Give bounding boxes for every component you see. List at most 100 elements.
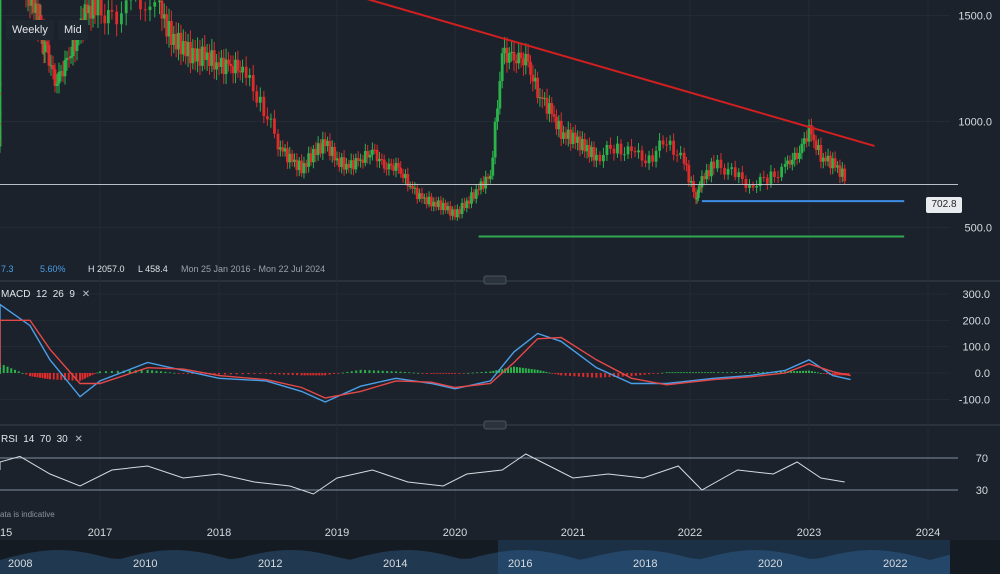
- price-type-button[interactable]: Mid: [58, 20, 88, 40]
- macd-histogram-bar: [337, 373, 340, 374]
- macd-histogram-bar: [390, 371, 393, 373]
- candle-body: [345, 163, 348, 170]
- candle-body: [661, 140, 665, 145]
- macd-histogram-bar: [527, 368, 530, 373]
- macd-histogram-bar: [395, 371, 397, 373]
- candle-body: [654, 150, 658, 162]
- candle-body: [479, 181, 483, 190]
- macd-histogram-bar: [241, 373, 244, 375]
- info-high: H 2057.0: [88, 264, 125, 274]
- candle-body: [484, 176, 488, 189]
- candle-body: [361, 159, 365, 163]
- candle-body: [288, 153, 292, 163]
- candle-body: [522, 58, 525, 66]
- macd-histogram-bar: [515, 367, 518, 373]
- macd-histogram-bar: [110, 371, 113, 373]
- candle-body: [415, 187, 419, 200]
- candle-body: [712, 161, 716, 169]
- candle-body: [723, 168, 726, 175]
- candle-body: [0, 105, 2, 117]
- macd-histogram-bar: [847, 373, 850, 376]
- candle-body: [385, 168, 388, 170]
- candle-body: [698, 186, 701, 190]
- macd-histogram-bar: [341, 372, 344, 374]
- candle-body: [49, 65, 53, 67]
- candle-body: [262, 96, 266, 117]
- candle-body: [562, 132, 565, 139]
- macd-histogram-bar: [498, 369, 501, 373]
- macd-histogram-bar: [94, 373, 96, 374]
- macd-histogram-bar: [79, 373, 81, 381]
- macd-histogram-bar: [836, 373, 839, 376]
- candle-body: [458, 209, 462, 214]
- candle-body: [755, 186, 759, 188]
- candle-body: [85, 4, 89, 14]
- macd-histogram-bar: [542, 371, 545, 373]
- macd-histogram-bar: [656, 373, 659, 374]
- candle-body: [396, 162, 400, 168]
- candle-body: [73, 38, 77, 52]
- info-value-2: 5.60%: [40, 264, 66, 274]
- candle-body: [238, 71, 242, 73]
- macd-histogram-bar: [536, 369, 539, 373]
- candle-body: [619, 143, 623, 155]
- candle-body: [371, 149, 374, 155]
- macd-histogram-bar: [164, 371, 167, 373]
- candle-body: [59, 71, 63, 73]
- candle-body: [817, 144, 820, 151]
- x-tick-label: 2017: [88, 527, 112, 539]
- candle-body: [637, 150, 640, 153]
- rsi-y-tick-label: 30: [976, 485, 988, 497]
- macd-param-2: 26: [52, 289, 64, 300]
- candle-body: [726, 168, 730, 175]
- candle-body: [158, 0, 161, 3]
- macd-close-icon[interactable]: ✕: [81, 289, 91, 300]
- macd-histogram-bar: [643, 373, 646, 375]
- rsi-close-icon[interactable]: ✕: [74, 434, 83, 445]
- candle-body: [776, 177, 780, 179]
- candle-body: [380, 158, 384, 160]
- candle-body: [510, 51, 514, 53]
- candle-body: [710, 161, 713, 177]
- macd-histogram-bar: [706, 372, 709, 374]
- candle-body: [167, 21, 171, 37]
- candle-body: [139, 0, 142, 10]
- macd-histogram-bar: [451, 373, 454, 374]
- candle-body: [43, 41, 47, 52]
- candle-body: [477, 189, 480, 191]
- candle-body: [465, 200, 469, 209]
- macd-histogram-bar: [368, 370, 371, 373]
- macd-histogram-bar: [81, 373, 84, 380]
- macd-histogram-bar: [819, 373, 822, 374]
- candle-body: [795, 152, 799, 159]
- y-tick-label: 1500.0: [958, 10, 992, 22]
- candle-body: [0, 53, 2, 57]
- macd-histogram-bar: [586, 373, 589, 378]
- candle-body: [255, 91, 259, 103]
- macd-histogram-bar: [813, 371, 816, 373]
- candle-body: [42, 28, 46, 52]
- x-tick-label: 2024: [916, 527, 940, 539]
- candle-body: [786, 160, 789, 165]
- candle-body: [337, 158, 341, 168]
- macd-histogram-bar: [403, 372, 406, 373]
- macd-histogram-bar: [173, 372, 176, 374]
- interval-button[interactable]: Weekly: [6, 20, 54, 40]
- macd-histogram-bar: [412, 372, 415, 374]
- x-tick-label: 2015: [0, 527, 12, 539]
- candle-body: [430, 196, 433, 207]
- macd-histogram-bar: [495, 370, 498, 373]
- candle-body: [507, 52, 511, 63]
- navigator-selection: [498, 540, 950, 574]
- macd-histogram-bar: [683, 372, 686, 374]
- candle-body: [0, 81, 2, 98]
- macd-histogram-bar: [309, 373, 312, 376]
- candle-body: [55, 83, 59, 86]
- macd-histogram-bar: [677, 372, 680, 374]
- macd-histogram-bar: [510, 367, 513, 373]
- macd-histogram-bar: [64, 373, 66, 381]
- macd-histogram-bar: [253, 373, 256, 374]
- macd-histogram-bar: [621, 373, 624, 377]
- navigator-year-label: 2012: [258, 558, 282, 570]
